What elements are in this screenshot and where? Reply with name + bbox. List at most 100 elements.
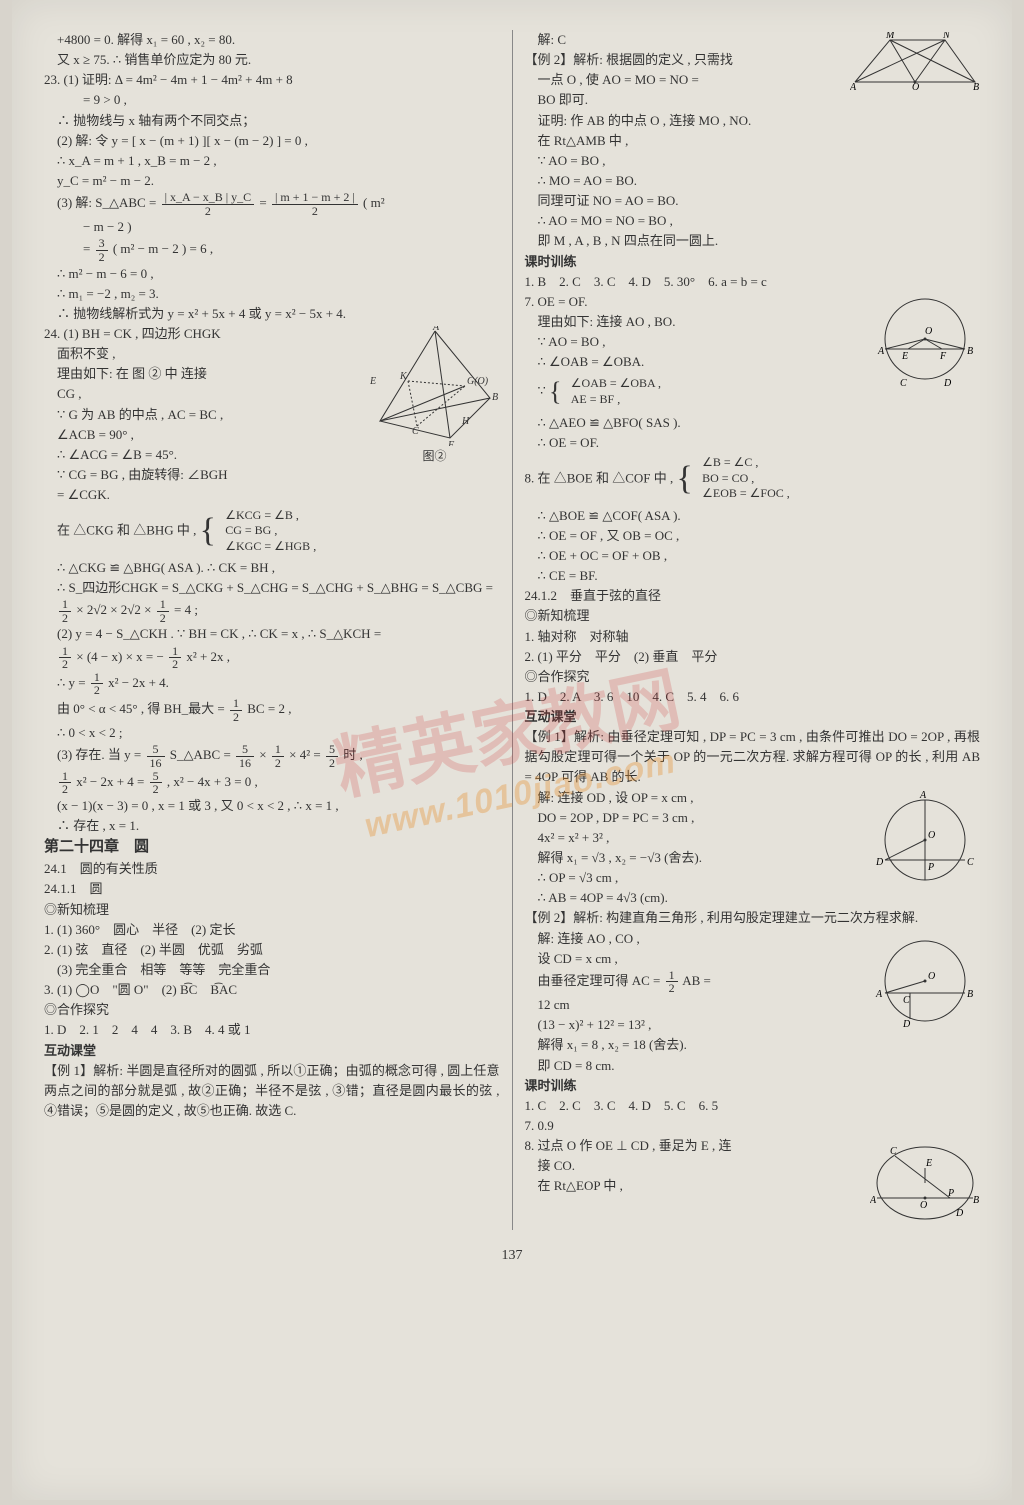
text-line: 1. C 2. C 3. C 4. D 5. C 6. 5 [525,1096,981,1116]
text-line: BO 即可. [525,90,981,110]
example-text: 【例 1】解析: 由垂径定理可知 , DP = PC = 3 cm , 由条件可… [525,727,981,787]
figure-circle-ep: A B O C E P D [870,1138,980,1228]
brace-line: 在 △CKG 和 △BHG 中 , { ∠KCG = ∠B , CG = BG … [44,505,500,558]
text-line: 同理可证 NO = AO = BO. [525,191,981,211]
frag: BC = 2 , [247,701,291,716]
svg-text:A: A [875,989,883,1000]
brace-content: ∠OAB = ∠OBA , AE = BF , [567,376,661,409]
frag: ( m² [363,195,385,210]
fraction: 12 [91,671,103,697]
text-line: ∴ AO = MO = NO = BO , [525,211,981,231]
text-line: ∵ CG = BG , 由旋转得: ∠BGH [44,465,500,485]
text-line: 23. (1) 证明: Δ = 4m² − 4m + 1 − 4m² + 4m … [44,70,500,90]
svg-text:O: O [928,830,935,841]
text-line: ∴ △CKG ≌ △BHG( ASA ). ∴ CK = BH , [44,558,500,578]
text-line: 1. B 2. C 3. C 4. D 5. 30° 6. a = b = c [525,272,981,292]
fraction: 12 [59,645,71,671]
svg-text:D: D [875,857,884,868]
svg-text:B: B [967,989,973,1000]
frag: × 2√2 × 2√2 × [76,602,155,617]
text-line: ∴ OE + OC = OF + OB , [525,546,981,566]
text-line: (x − 1)(x − 3) = 0 , x = 1 或 3 , 又 0 < x… [44,796,500,816]
text-line: 即 M , A , B , N 四点在同一圆上. [525,231,981,251]
formula-line: ∴ y = 12 x² − 2x + 4. [44,671,500,697]
formula-line: (3) 解: S_△ABC = | x_A − x_B | y_C2 = | m… [44,191,500,217]
svg-text:E: E [370,376,376,387]
svg-text:D: D [943,378,952,389]
frag: × (4 − x) × x = − [76,649,164,664]
svg-text:O: O [920,1200,927,1211]
fraction: 12 [169,645,181,671]
frag: = [83,242,90,257]
text-line: ∴ △AEO ≌ △BFO( SAS ). [525,413,981,433]
figure-triangle-2: A B C E F G(O) K H 图② [370,326,500,466]
fraction: 12 [666,969,678,995]
text-line: ∴ S_四边形CHGK = S_△CKG + S_△CHG = S_△CHG +… [44,578,500,598]
example-text: 【例 1】解析: 半圆是直径所对的圆弧 , 所以①正确；由弧的概念可得 , 圆上… [44,1061,500,1121]
example-text: 【例 2】解析: 构建直角三角形 , 利用勾股定理建立一元二次方程求解. [525,908,981,928]
frag: 由垂径定理可得 AC = [538,973,664,988]
text-line: 证明: 作 AB 的中点 O , 连接 MO , NO. [525,111,981,131]
svg-text:G(O): G(O) [467,376,489,387]
svg-text:A: A [919,790,927,801]
frag: = 4 ; [174,602,198,617]
fraction: 516 [236,743,254,769]
fraction: | m + 1 − m + 2 |2 [272,191,358,217]
fraction: 12 [59,770,71,796]
text-line: 1. 轴对称 对称轴 [525,627,981,647]
text-line: 7. 0.9 [525,1116,981,1136]
frag: x² − 2x + 4 = [76,774,147,789]
left-column: +4800 = 0. 解得 x₁ = 60 , x₂ = 80. 又 x ≥ 7… [32,30,513,1230]
text-line: ∴ 抛物线解析式为 y = x² + 5x + 4 或 y = x² − 5x … [44,304,500,324]
text-line: ∴ 存在 , x = 1. [44,816,500,836]
frag: − m − 2 ) [83,219,132,234]
text-line: 2. (1) 平分 平分 (2) 垂直 平分 [525,647,981,667]
text-line: 即 CD = 8 cm. [525,1056,981,1076]
frag: x² + 2x , [186,649,230,664]
svg-text:F: F [447,440,455,446]
svg-text:D: D [955,1208,964,1219]
svg-text:O: O [912,82,919,92]
frag: AB = [682,973,711,988]
frag: ( m² − m − 2 ) = 6 , [113,242,213,257]
fraction: 12 [230,697,242,723]
frag: 8. 在 △BOE 和 △COF 中 , [525,470,674,485]
svg-text:P: P [947,1188,954,1199]
svg-text:B: B [967,346,973,357]
svg-text:C: C [903,995,910,1006]
formula-line: − m − 2 ) [44,217,500,237]
frag: = [259,195,266,210]
chapter-title: 第二十四章 圆 [44,836,500,859]
text-line: (3) 完全重合 相等 等等 完全重合 [44,960,500,980]
text-line: ∵ AO = BO , [525,151,981,171]
svg-text:C: C [967,857,974,868]
text-line: ∴ CE = BF. [525,566,981,586]
page-number: 137 [32,1248,992,1264]
text-line: ∴ OE = OF , 又 OB = OC , [525,526,981,546]
heading-hudong: 互动课堂 [44,1041,500,1061]
text-line: ∴ MO = AO = BO. [525,171,981,191]
brace-icon: { [677,460,693,497]
text-line: 1. D 2. 1 2 4 4 3. B 4. 4 或 1 [44,1020,500,1040]
text-line: ∴ △BOE ≌ △COF( ASA ). [525,506,981,526]
text-line: 2. (1) 弦 直径 (2) 半圆 优弧 劣弧 [44,940,500,960]
figure-circle-cd: A B O C D [870,931,980,1031]
frag: 在 △CKG 和 △BHG 中 , [57,523,196,538]
svg-text:C: C [900,378,907,389]
svg-text:A: A [432,326,440,333]
fraction: 52 [150,770,162,796]
fraction: 12 [59,598,71,624]
fraction: 12 [272,743,284,769]
frag: 时 , [343,747,363,762]
formula-line: 12 x² − 2x + 4 = 52 , x² − 4x + 3 = 0 , [44,770,500,796]
svg-text:K: K [399,371,408,382]
text-line: ∴ m₁ = −2 , m₂ = 3. [44,284,500,304]
svg-text:A: A [877,346,885,357]
formula-line: 12 × 2√2 × 2√2 × 12 = 4 ; [44,598,500,624]
heading-hezuo: ◎合作探究 [44,1000,500,1020]
svg-text:B: B [492,392,498,403]
text-line: +4800 = 0. 解得 x₁ = 60 , x₂ = 80. [44,30,500,50]
figure-circle-ab: A B O E F C D [870,294,980,394]
right-column: A B M N O 解: C 【例 2】解析: 根据圆的定义 , 只需找 一点 … [513,30,993,1230]
text-line: ∴ x_A = m + 1 , x_B = m − 2 , [44,151,500,171]
